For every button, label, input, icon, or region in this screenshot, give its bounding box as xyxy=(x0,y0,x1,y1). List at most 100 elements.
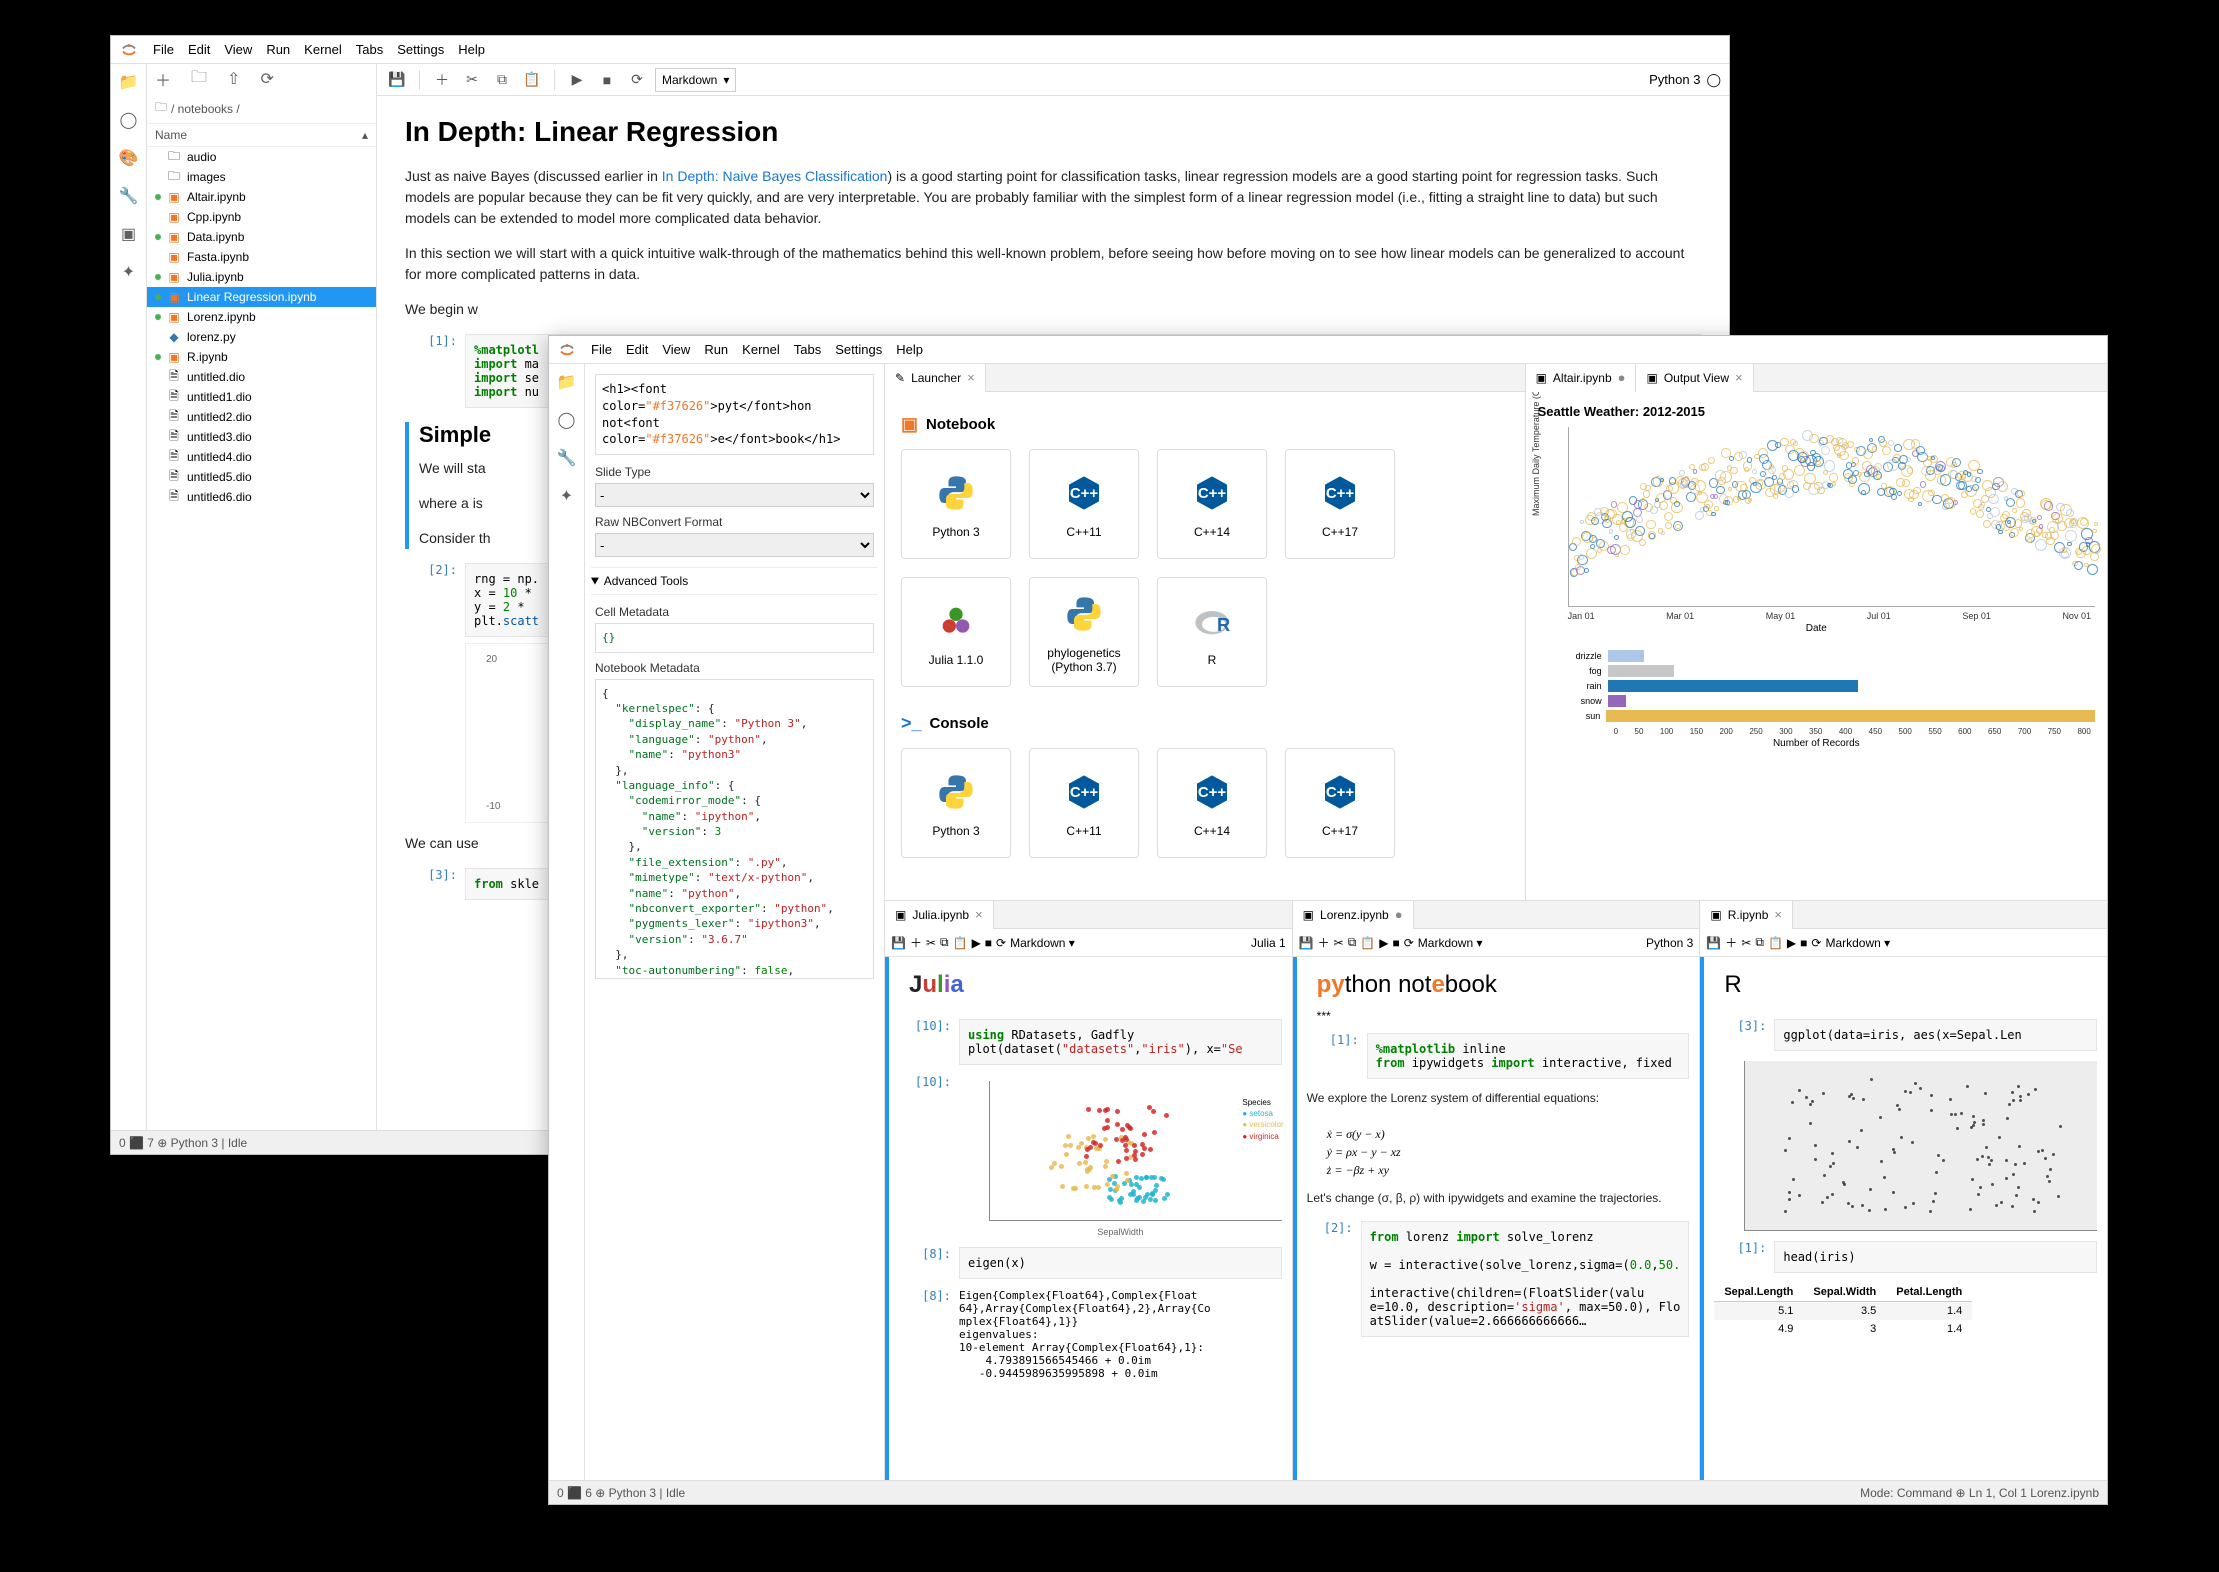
cut-icon[interactable]: ✂ xyxy=(926,936,936,950)
run-icon[interactable]: ▶ xyxy=(1379,936,1388,950)
file-row[interactable]: ▣Cpp.ipynb xyxy=(147,207,376,227)
add-cell-icon[interactable]: ＋ xyxy=(430,68,454,92)
kernel-card[interactable]: C++C++17 xyxy=(1285,449,1395,559)
kernel-card[interactable]: C++C++11 xyxy=(1029,748,1139,858)
copy-icon[interactable]: ⧉ xyxy=(1348,935,1357,950)
save-icon[interactable]: 💾 xyxy=(891,936,906,950)
file-row[interactable]: ▣Altair.ipynb xyxy=(147,187,376,207)
paste-icon[interactable]: 📋 xyxy=(1768,936,1783,950)
link-naive-bayes[interactable]: In Depth: Naive Bayes Classification xyxy=(662,168,888,184)
tabs-icon[interactable]: ▣ xyxy=(119,224,139,244)
menu-edit[interactable]: Edit xyxy=(188,42,210,57)
file-row[interactable]: 🗀audio xyxy=(147,147,376,167)
commands-icon[interactable]: 🎨 xyxy=(119,148,139,168)
stop-icon[interactable]: ■ xyxy=(1800,936,1807,950)
file-row[interactable]: ▣Data.ipynb xyxy=(147,227,376,247)
save-icon[interactable]: 💾 xyxy=(1706,936,1721,950)
menu-file[interactable]: File xyxy=(153,42,174,57)
close-icon[interactable]: × xyxy=(1735,370,1743,385)
menu-view[interactable]: View xyxy=(224,42,252,57)
run-icon[interactable]: ▶ xyxy=(1787,936,1796,950)
file-row[interactable]: ◆lorenz.py xyxy=(147,327,376,347)
celltype-select[interactable]: Markdown ▾ xyxy=(1418,936,1483,950)
kernel-card[interactable]: C++C++11 xyxy=(1029,449,1139,559)
copy-icon[interactable]: ⧉ xyxy=(490,68,514,92)
cut-icon[interactable]: ✂ xyxy=(460,68,484,92)
file-row[interactable]: ▣Linear Regression.ipynb xyxy=(147,287,376,307)
menu-tabs[interactable]: Tabs xyxy=(356,42,383,57)
file-row[interactable]: 🗎untitled5.dio xyxy=(147,467,376,487)
add-cell-icon[interactable]: ＋ xyxy=(1318,934,1330,951)
save-icon[interactable]: 💾 xyxy=(1299,936,1314,950)
menu-run[interactable]: Run xyxy=(704,342,728,357)
menu-kernel[interactable]: Kernel xyxy=(304,42,342,57)
slide-type-select[interactable]: - xyxy=(595,483,874,507)
sort-icon[interactable]: ▴ xyxy=(362,128,368,142)
tab-r[interactable]: ▣ R.ipynb× xyxy=(1700,901,1793,929)
file-row[interactable]: 🗎untitled1.dio xyxy=(147,387,376,407)
tab-julia[interactable]: ▣ Julia.ipynb× xyxy=(885,901,994,929)
file-row[interactable]: 🗎untitled3.dio xyxy=(147,427,376,447)
restart-icon[interactable]: ⟳ xyxy=(1404,936,1414,950)
stop-icon[interactable]: ■ xyxy=(1392,936,1399,950)
close-icon[interactable]: × xyxy=(967,370,975,385)
file-row[interactable]: 🗎untitled.dio xyxy=(147,367,376,387)
menu-kernel[interactable]: Kernel xyxy=(742,342,780,357)
restart-icon[interactable]: ⟳ xyxy=(996,936,1006,950)
file-row[interactable]: ▣Julia.ipynb xyxy=(147,267,376,287)
breadcrumb[interactable]: 🗀 / notebooks / xyxy=(147,94,376,123)
restart-icon[interactable]: ⟳ xyxy=(1811,936,1821,950)
menu-help[interactable]: Help xyxy=(896,342,923,357)
restart-icon[interactable]: ⟳ xyxy=(625,68,649,92)
paste-icon[interactable]: 📋 xyxy=(953,936,968,950)
add-cell-icon[interactable]: ＋ xyxy=(910,934,922,951)
kernel-card[interactable]: C++C++14 xyxy=(1157,748,1267,858)
paste-icon[interactable]: 📋 xyxy=(520,68,544,92)
extension-icon[interactable]: ✦ xyxy=(119,262,139,282)
new-folder-icon[interactable]: 🗀 xyxy=(191,66,207,93)
notebook-metadata[interactable]: { "kernelspec": { "display_name": "Pytho… xyxy=(595,679,874,979)
menu-settings[interactable]: Settings xyxy=(397,42,444,57)
file-row[interactable]: 🗎untitled6.dio xyxy=(147,487,376,507)
close-icon[interactable]: × xyxy=(975,907,983,922)
stop-icon[interactable]: ■ xyxy=(985,936,992,950)
add-icon[interactable]: ＋ xyxy=(155,67,171,91)
stop-icon[interactable]: ■ xyxy=(595,68,619,92)
kernel-card[interactable]: C++C++17 xyxy=(1285,748,1395,858)
tab-lorenz[interactable]: ▣ Lorenz.ipynb ● xyxy=(1293,901,1414,929)
extension-icon[interactable]: ✦ xyxy=(557,486,577,506)
add-cell-icon[interactable]: ＋ xyxy=(1725,934,1737,951)
tab-altair[interactable]: ▣ Altair.ipynb ● xyxy=(1526,364,1637,392)
menu-edit[interactable]: Edit xyxy=(626,342,648,357)
nbconvert-select[interactable]: - xyxy=(595,533,874,557)
refresh-icon[interactable]: ⟳ xyxy=(260,69,273,89)
file-row[interactable]: 🗀images xyxy=(147,167,376,187)
cut-icon[interactable]: ✂ xyxy=(1741,936,1751,950)
celltype-select[interactable]: Markdown▾ xyxy=(655,68,736,92)
menu-help[interactable]: Help xyxy=(458,42,485,57)
menu-file[interactable]: File xyxy=(591,342,612,357)
files-icon[interactable]: 📁 xyxy=(119,72,139,92)
file-row[interactable]: ▣R.ipynb xyxy=(147,347,376,367)
cell-metadata[interactable]: {} xyxy=(595,623,874,652)
file-row[interactable]: 🗎untitled4.dio xyxy=(147,447,376,467)
kernel-card[interactable]: Julia 1.1.0 xyxy=(901,577,1011,687)
menu-settings[interactable]: Settings xyxy=(835,342,882,357)
kernel-card[interactable]: phylogenetics (Python 3.7) xyxy=(1029,577,1139,687)
files-icon[interactable]: 📁 xyxy=(557,372,577,392)
file-row[interactable]: ▣Lorenz.ipynb xyxy=(147,307,376,327)
file-row[interactable]: 🗎untitled2.dio xyxy=(147,407,376,427)
advanced-tools-toggle[interactable]: Advanced Tools xyxy=(591,567,878,595)
running-icon[interactable]: ◯ xyxy=(119,110,139,130)
kernel-name[interactable]: Python 3 xyxy=(1649,72,1700,87)
paste-icon[interactable]: 📋 xyxy=(1360,936,1375,950)
tab-output[interactable]: ▣ Output View× xyxy=(1636,364,1753,392)
run-icon[interactable]: ▶ xyxy=(565,68,589,92)
kernel-card[interactable]: Python 3 xyxy=(901,449,1011,559)
file-row[interactable]: ▣Fasta.ipynb xyxy=(147,247,376,267)
tab-launcher[interactable]: ✎ Launcher× xyxy=(885,364,986,392)
tools-icon[interactable]: 🔧 xyxy=(119,186,139,206)
kernel-card[interactable]: Python 3 xyxy=(901,748,1011,858)
copy-icon[interactable]: ⧉ xyxy=(1755,935,1764,950)
menu-tabs[interactable]: Tabs xyxy=(794,342,821,357)
